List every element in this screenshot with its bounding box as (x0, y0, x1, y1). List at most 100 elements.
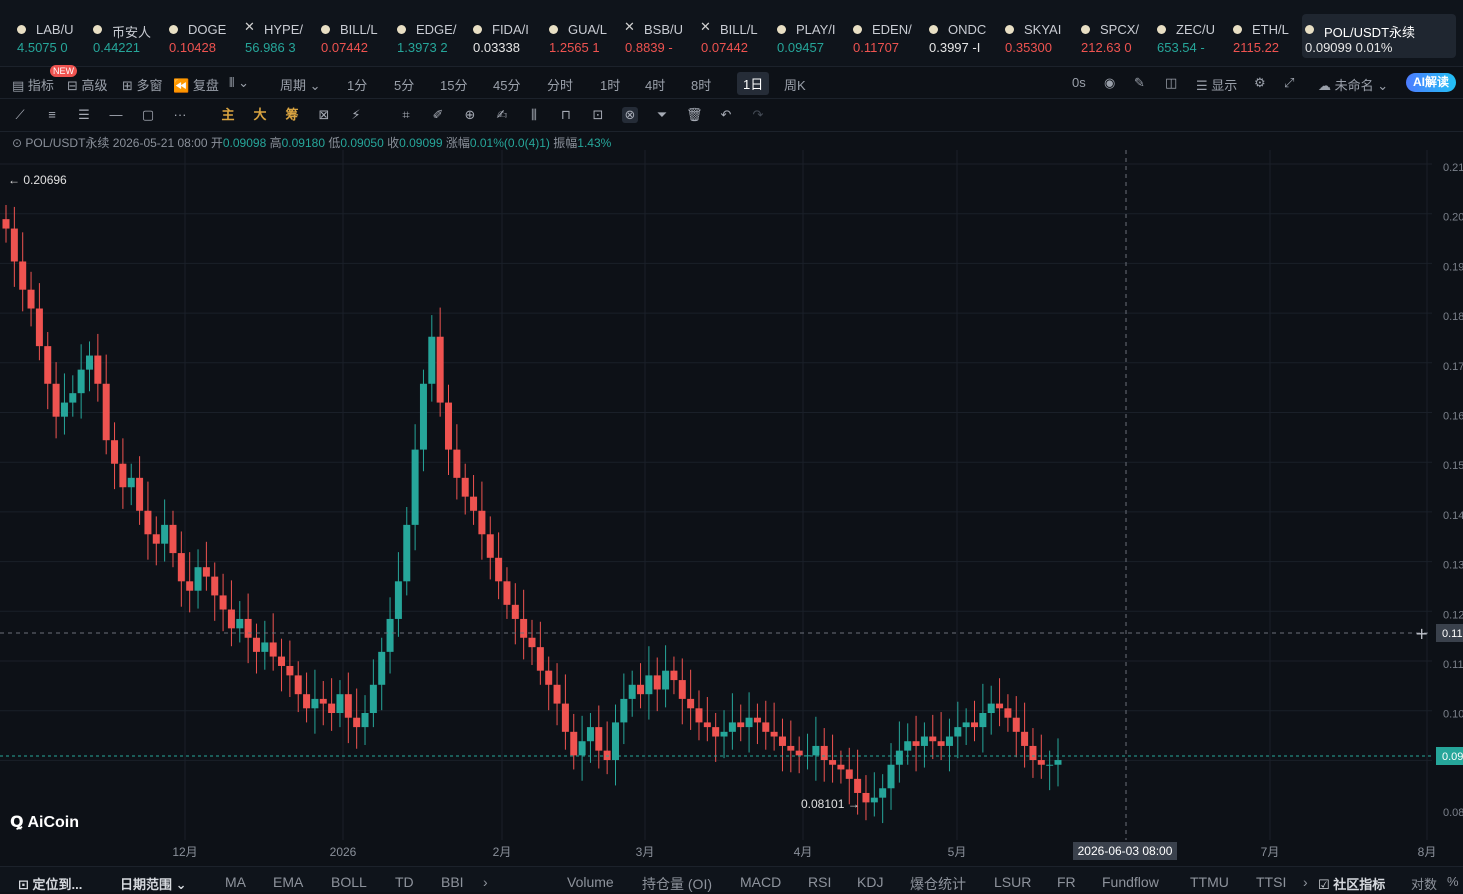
interval-4[interactable]: 分时 (547, 78, 574, 93)
interval-2[interactable]: 15分 (440, 78, 468, 93)
interval-5[interactable]: 1时 (600, 78, 621, 93)
ticker-12[interactable]: ONDC 0.3997 -I (926, 14, 1000, 58)
filter-icon[interactable]: ⏷ (656, 107, 668, 122)
ticker-4[interactable]: BILL/L 0.07442 (318, 14, 392, 58)
bookmark-icon[interactable]: ◫ (1165, 75, 1178, 90)
candle-body (436, 336, 444, 403)
sub-indicator-tab-4[interactable]: KDJ (857, 874, 884, 890)
ruler-icon[interactable]: ✐ (432, 107, 444, 122)
ticker-7[interactable]: GUA/L 1.2565 1 (546, 14, 620, 58)
redo-icon[interactable]: ↷ (752, 107, 764, 122)
parallel-lines-icon[interactable]: ≡ (48, 107, 56, 122)
ticker-9[interactable]: ✕ BILL/L 0.07442 (698, 14, 772, 58)
interval-6[interactable]: 4时 (645, 78, 666, 93)
interval-0[interactable]: 1分 (347, 78, 368, 93)
zoom-icon[interactable]: ⊕ (464, 107, 476, 122)
display-button[interactable]: ☰ 显示 (1196, 78, 1238, 93)
coin-icon (1233, 25, 1242, 34)
main-indicator-button[interactable]: 主 (221, 107, 235, 122)
candle-body (445, 402, 453, 450)
horizontal-lines-icon[interactable]: ☰ (78, 107, 90, 122)
ticker-active[interactable]: POL/USDT永续 0.09099 0.01% (1302, 14, 1456, 58)
indicator-tab-0[interactable]: MA (225, 874, 246, 890)
community-scroll-icon[interactable]: › (1303, 874, 1308, 890)
screenshot-icon[interactable]: ⊡ (592, 107, 604, 122)
indicator-tab-3[interactable]: TD (395, 874, 414, 890)
community-indicator-button[interactable]: ☑ 社区指标 (1318, 877, 1386, 892)
ticker-10[interactable]: PLAY/I 0.09457 (774, 14, 848, 58)
ticker-name: HYPE/ (264, 22, 304, 37)
indicator-tab-4[interactable]: BBI (441, 874, 464, 890)
ticker-price: 0.09099 0.01% (1305, 40, 1393, 55)
ticker-price: 0.11707 (853, 40, 900, 55)
log-scale-button[interactable]: 对数 (1411, 877, 1438, 892)
multi-window-button[interactable]: ⊞ 多窗 (122, 78, 163, 93)
camera-icon[interactable]: ◉ (1104, 75, 1116, 90)
ticker-5[interactable]: EDGE/1.3973 2 (394, 14, 468, 58)
candle-body (453, 449, 461, 478)
interval-9[interactable]: 周K (784, 78, 806, 93)
rectangle-icon[interactable]: ▢ (141, 107, 155, 122)
chip-button[interactable]: 筹 (285, 107, 299, 122)
ticker-0[interactable]: LAB/U 4.5075 0 (14, 14, 88, 58)
indicator-button[interactable]: ▤ 指标 (12, 78, 54, 93)
fullscreen-icon[interactable]: ⤢ (1284, 75, 1295, 90)
interval-1[interactable]: 5分 (394, 78, 415, 93)
interval-8[interactable]: 1日 (737, 72, 770, 95)
ticker-3[interactable]: ✕ HYPE/56.986 3 (242, 14, 316, 58)
ticker-11[interactable]: EDEN/0.11707 (850, 14, 924, 58)
candlestick-chart[interactable]: 0.21 0.20 0.19 0.18 0.17 0.16 0.15 0.14 0.13 0.12… (0, 150, 1463, 866)
ticker-price: 2115.22 (1233, 40, 1280, 55)
chart-type-button[interactable]: ⫴ ⌄ (229, 75, 249, 90)
plus-icon[interactable]: + (1415, 624, 1428, 643)
lock-icon[interactable]: ⊓ (560, 107, 572, 122)
replay-button[interactable]: ⏪ 复盘 (173, 78, 219, 93)
trash-icon[interactable]: 🗑 (686, 107, 703, 122)
locate-button[interactable]: ⊡ 定位到... (18, 877, 83, 892)
sub-indicator-tab-2[interactable]: MACD (740, 874, 782, 890)
sub-indicator-tab-0[interactable]: Volume (567, 874, 614, 890)
brush-icon[interactable]: ✍ (496, 107, 508, 122)
ticker-16[interactable]: ETH/L 2115.22 (1230, 14, 1304, 58)
ticker-2[interactable]: DOGE 0.10428 (166, 14, 240, 58)
horizontal-line-icon[interactable]: — (109, 107, 123, 122)
more-icon[interactable]: ··· (173, 107, 187, 122)
percent-scale-button[interactable]: % (1447, 874, 1459, 889)
layout-name-label: 未命名 (1334, 78, 1374, 93)
big-order-button[interactable]: 大 (253, 107, 267, 122)
indicator-tab-1[interactable]: EMA (273, 874, 304, 890)
candles-icon[interactable]: ⫼ (531, 107, 537, 122)
ticker-14[interactable]: SPCX/212.63 0 (1078, 14, 1152, 58)
collapse-icon[interactable]: ⊙ (12, 136, 23, 150)
trendline-icon[interactable]: ⟋ (15, 107, 25, 122)
period-button[interactable]: 周期 ⌄ (280, 78, 321, 93)
sub-indicator-tab-8[interactable]: Fundflow (1102, 874, 1159, 890)
sub-indicator-tab-1[interactable]: 持仓量 (OI) (642, 876, 712, 892)
sub-indicator-tab-3[interactable]: RSI (808, 874, 832, 890)
ticker-15[interactable]: ZEC/U 653.54 - (1154, 14, 1228, 58)
interval-7[interactable]: 8时 (691, 78, 712, 93)
ticker-1[interactable]: 币安人 0.44221 (90, 14, 164, 58)
pen-icon[interactable]: ✎ (1134, 75, 1145, 90)
sub-indicator-tab-7[interactable]: FR (1057, 874, 1076, 890)
indicator-tab-2[interactable]: BOLL (331, 874, 367, 890)
ticker-6[interactable]: FIDA/I 0.03338 (470, 14, 544, 58)
pattern-icon[interactable]: ⊠ (318, 107, 330, 122)
interval-3[interactable]: 45分 (493, 78, 521, 93)
advanced-button[interactable]: ⊟ 高级 (67, 78, 108, 93)
sub-indicator-tab-9[interactable]: TTMU (1190, 874, 1229, 890)
indicator-scroll-icon[interactable]: › (483, 874, 488, 890)
magnet-icon[interactable]: ⊗ (622, 107, 638, 123)
ticker-13[interactable]: SKYAI 0.35300 (1002, 14, 1076, 58)
date-range-button[interactable]: 日期范围 ⌄ (120, 877, 187, 892)
magic-icon[interactable]: ⚡ (351, 107, 361, 122)
ai-interpret-button[interactable]: AI解读 (1406, 73, 1456, 92)
crop-icon[interactable]: ⌗ (402, 107, 410, 122)
ticker-8[interactable]: ✕ BSB/U 0.8839 - (622, 14, 696, 58)
sub-indicator-tab-10[interactable]: TTSI (1256, 874, 1287, 890)
sub-indicator-tab-5[interactable]: 爆仓统计 (910, 876, 966, 892)
settings-icon[interactable]: ⚙ (1254, 75, 1266, 90)
layout-name-button[interactable]: ☁ 未命名 ⌄ (1318, 78, 1389, 93)
sub-indicator-tab-6[interactable]: LSUR (994, 874, 1032, 890)
undo-icon[interactable]: ↶ (720, 107, 732, 122)
